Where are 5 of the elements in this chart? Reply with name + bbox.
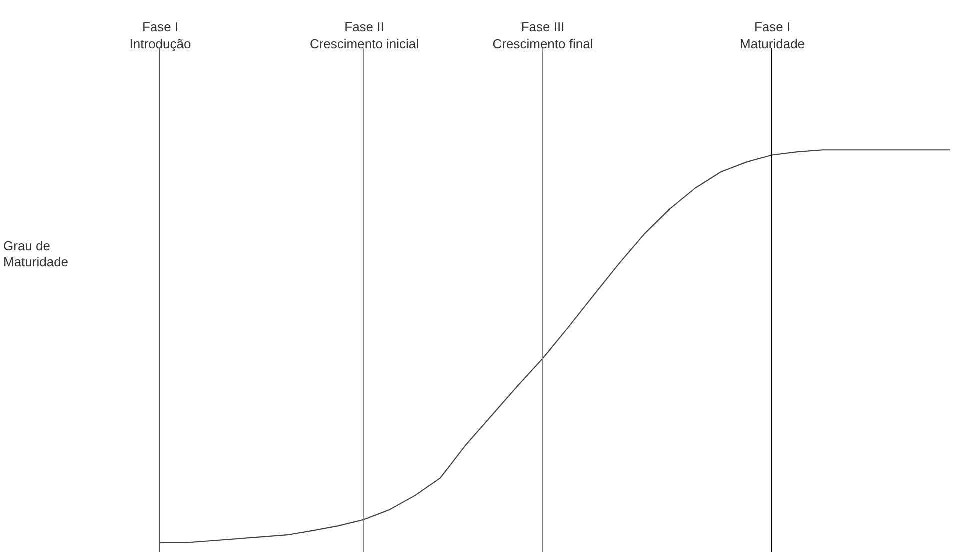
x-tick-label: Fase II Crescimento inicial (310, 20, 420, 52)
y-axis-title: Grau de Maturidade (4, 238, 69, 270)
x-tick-label: Fase III Crescimento final (492, 20, 594, 52)
x-tick-label: Fase I Introdução (130, 20, 192, 52)
x-tick-label: Fase I Maturidade (740, 20, 806, 52)
